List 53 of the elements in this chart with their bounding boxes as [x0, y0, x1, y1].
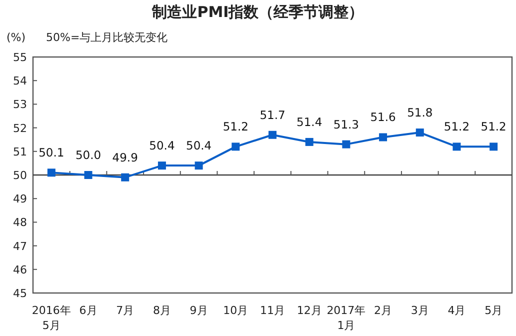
data-label: 50.0: [75, 148, 102, 162]
x-tick-label: 7月: [116, 304, 134, 317]
data-label: 51.6: [370, 110, 396, 124]
data-label: 50.1: [38, 146, 64, 160]
y-tick-label: 52: [13, 122, 27, 135]
x-tick-label: 6月: [79, 304, 98, 317]
point: [121, 173, 130, 182]
data-label: 50.4: [149, 138, 175, 153]
data-label: 49.9: [112, 150, 138, 164]
point: [47, 168, 56, 177]
point: [268, 130, 276, 139]
y-tick-label: 49: [13, 192, 27, 206]
point: [158, 162, 166, 170]
text: 50%=与上月比较无变化: [46, 31, 168, 44]
y-tick-label: 51: [13, 145, 27, 158]
x-tick-label: 8月: [152, 304, 171, 317]
y-tick-label: 53: [13, 98, 27, 112]
data-label: 51.2: [480, 120, 506, 134]
x-tick-label: 12月: [296, 304, 322, 317]
y-tick-label: 45: [13, 287, 27, 300]
point: [84, 171, 92, 179]
x-tick-label: 5月: [484, 304, 503, 317]
y-axis-title: (%): [6, 31, 26, 44]
y-tick-label: 54: [13, 74, 27, 88]
x-tick-label: 9月: [190, 304, 208, 317]
x-tick-label: 4月: [448, 304, 466, 317]
y-tick-label: 48: [13, 216, 27, 230]
point: [379, 133, 388, 142]
y-tick-label: 46: [13, 263, 27, 276]
y-tick-label: 50: [13, 169, 27, 182]
data-label: 50.4: [186, 138, 212, 153]
x-tick-label: 11月: [260, 304, 285, 317]
point: [490, 142, 498, 151]
data-label: 51.4: [296, 114, 322, 129]
y-tick-label: 55: [13, 51, 27, 64]
x-tick-label: 2月: [374, 304, 392, 317]
point: [416, 128, 424, 137]
data-label: 51.3: [333, 117, 359, 132]
point: [194, 162, 203, 170]
data-label: 51.8: [407, 106, 433, 120]
data-label: 51.2: [444, 120, 470, 134]
point: [305, 138, 314, 146]
chart-title: 制造业PMI指数（经季节调整）: [151, 3, 364, 21]
x-tick-label: 2016年 5月: [32, 304, 71, 332]
x-tick-label: 2017年 1月: [326, 304, 366, 332]
point: [452, 142, 461, 151]
y-tick-label: 47: [13, 240, 27, 253]
point: [342, 140, 350, 148]
point: [232, 142, 240, 151]
data-label: 51.7: [260, 108, 286, 122]
data-label: 51.2: [222, 120, 248, 134]
x-tick-label: 10月: [223, 304, 248, 317]
x-tick-label: 3月: [410, 304, 429, 317]
